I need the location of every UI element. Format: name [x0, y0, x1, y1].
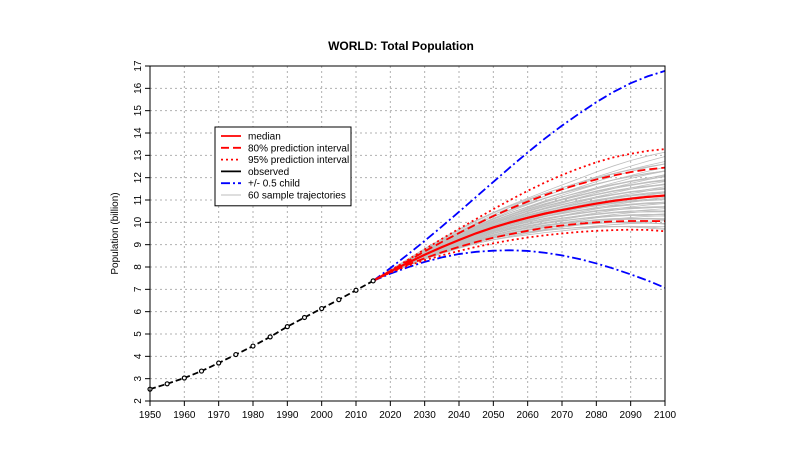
- y-tick-label-8: 10: [133, 216, 144, 228]
- grid-lines: [149, 65, 666, 402]
- y-tick-label-10: 12: [133, 172, 144, 184]
- legend-label-3: observed: [248, 167, 289, 178]
- y-tick-label-7: 9: [133, 241, 144, 247]
- observed-point-6: [250, 343, 256, 349]
- observed-point-1: [164, 381, 170, 387]
- series-0-median: [372, 194, 666, 282]
- x-tick-label-7: 2020: [379, 410, 402, 421]
- y-axis-label: Population (billion): [110, 192, 121, 274]
- y-tick-label-5: 7: [133, 286, 144, 292]
- x-tick-label-2: 1970: [208, 410, 231, 421]
- sample-trajectories: [372, 151, 666, 282]
- observed-point-3: [198, 368, 205, 374]
- observed-point-12: [353, 287, 359, 293]
- y-tick-label-0: 2: [133, 398, 144, 404]
- series-3-upper: [372, 148, 666, 282]
- observed-line: [149, 280, 374, 391]
- y-tick-label-15: 17: [133, 60, 144, 72]
- series-5-upper: [372, 70, 666, 282]
- y-tick-label-1: 3: [133, 375, 144, 381]
- series-6-lower: [372, 249, 666, 289]
- legend-box: [214, 126, 352, 207]
- plot-frame: [149, 65, 666, 402]
- observed-point-10: [319, 305, 325, 312]
- x-tick-label-15: 2100: [654, 410, 677, 421]
- observed-point-13: [370, 278, 376, 284]
- y-tick-label-9: 11: [133, 194, 144, 205]
- x-tick-label-6: 2010: [345, 410, 368, 421]
- x-tick-label-13: 2080: [585, 410, 608, 421]
- series-lines: [372, 70, 666, 289]
- x-tick-label-0: 1950: [139, 410, 162, 421]
- legend-label-4: +/- 0.5 child: [248, 179, 300, 190]
- x-tick-label-14: 2090: [620, 410, 643, 421]
- x-tick-label-9: 2040: [448, 410, 471, 421]
- y-tick-label-11: 13: [133, 149, 144, 161]
- series-4-lower: [372, 228, 666, 282]
- observed-point-7: [267, 334, 273, 340]
- x-tick-label-11: 2060: [517, 410, 540, 421]
- x-tick-label-4: 1990: [276, 410, 299, 421]
- x-tick-label-12: 2070: [551, 410, 574, 421]
- sample-trajectory-30: [372, 195, 666, 282]
- x-tick-label-10: 2050: [482, 410, 505, 421]
- observed-point-4: [216, 360, 222, 366]
- observed-series: [147, 278, 376, 392]
- observed-point-5: [233, 351, 239, 358]
- legend-label-0: median: [248, 132, 281, 143]
- series-2-lower: [372, 220, 666, 282]
- y-tick-label-6: 8: [133, 264, 144, 270]
- y-tick-label-2: 4: [133, 353, 144, 359]
- x-tick-label-5: 2000: [311, 410, 334, 421]
- y-tick-label-4: 6: [133, 308, 144, 314]
- series-1-upper: [372, 166, 666, 282]
- y-tick-label-12: 14: [133, 127, 144, 139]
- y-tick-label-3: 5: [133, 331, 144, 337]
- observed-point-2: [181, 375, 187, 381]
- observed-point-9: [301, 314, 308, 321]
- x-tick-label-8: 2030: [414, 410, 437, 421]
- legend-label-5: 60 sample trajectories: [248, 191, 346, 202]
- x-axis: 1950 1960 1970 1980 1990 2000 2010 2020 2030 2040…: [139, 401, 677, 421]
- legend-label-2: 95% prediction interval: [248, 155, 349, 166]
- sample-trajectory-59: [372, 151, 666, 282]
- y-axis: 2 3 4 5 6 7 8 9 10 11 12 13 14 15 16 17: [133, 60, 150, 404]
- chart-title: WORLD: Total Population: [328, 39, 474, 53]
- y-tick-label-14: 16: [133, 82, 144, 94]
- observed-point-11: [336, 297, 342, 303]
- legend-label-1: 80% prediction interval: [248, 143, 349, 154]
- x-tick-label-3: 1980: [242, 410, 265, 421]
- observed-point-8: [284, 324, 290, 330]
- sample-trajectory-31: [372, 195, 666, 282]
- y-tick-label-13: 15: [133, 105, 144, 117]
- x-tick-label-1: 1960: [173, 410, 196, 421]
